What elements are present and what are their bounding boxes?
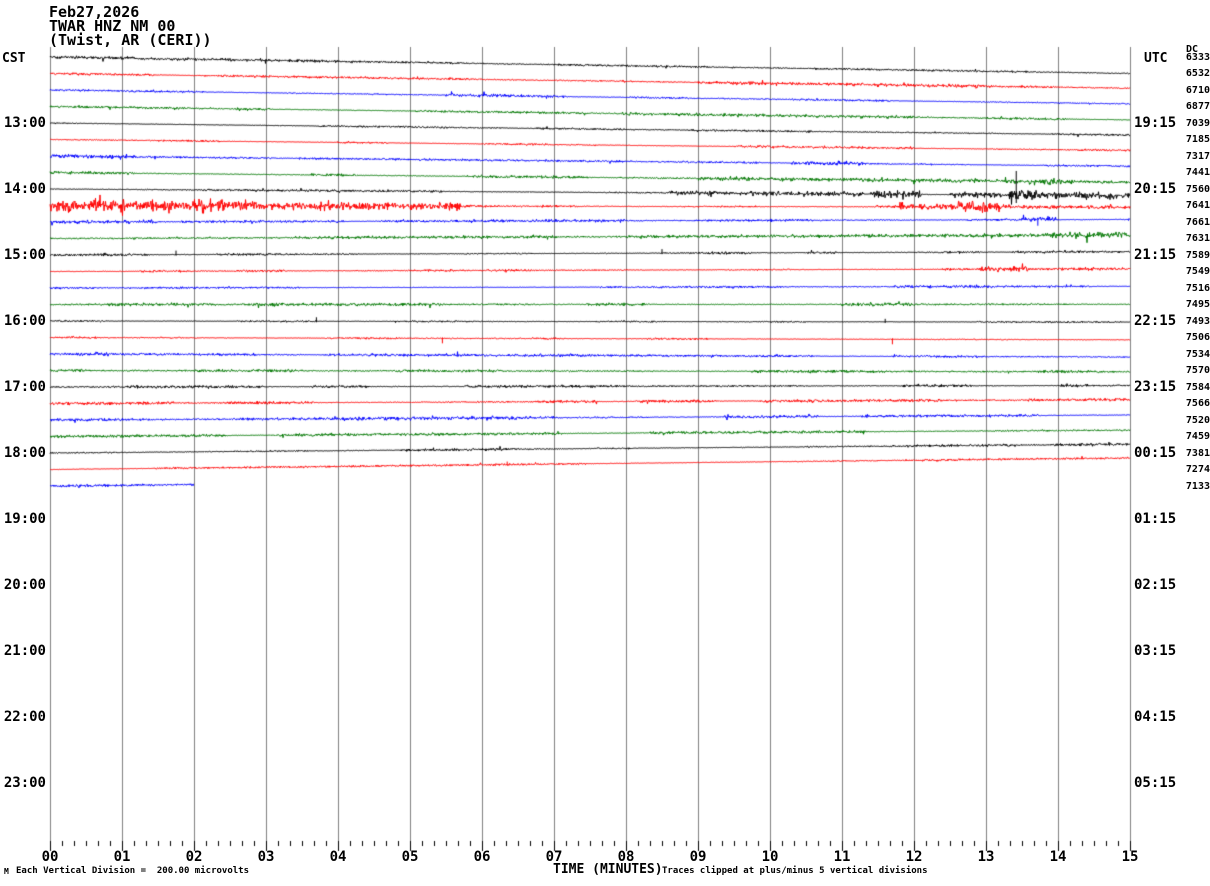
- dc-offset-value: 7381: [1185, 447, 1210, 459]
- dc-offset-value: 6532: [1185, 68, 1210, 79]
- minute-label: 12: [905, 849, 923, 865]
- minute-label: 15: [1121, 849, 1139, 865]
- utc-time-label: 02:15: [1134, 577, 1177, 593]
- dc-offset-value: 7506: [1185, 332, 1210, 343]
- cst-time-label: 14:00: [3, 181, 46, 197]
- minute-label: 01: [113, 849, 131, 865]
- dc-offset-value: 7317: [1185, 150, 1210, 162]
- station-code: TWAR HNZ NM 00: [49, 17, 176, 35]
- minute-label: 08: [617, 849, 635, 865]
- minute-label: 10: [761, 849, 779, 865]
- dc-offset-value: 7589: [1185, 249, 1210, 261]
- dc-offset-value: 6710: [1185, 84, 1210, 96]
- right-axis-label: UTC: [1144, 51, 1168, 66]
- dc-offset-value: 7274: [1185, 464, 1210, 475]
- utc-time-label: 21:15: [1134, 247, 1177, 263]
- minute-label: 14: [1049, 849, 1067, 865]
- utc-time-label: 03:15: [1134, 643, 1177, 659]
- cst-time-label: 18:00: [3, 445, 46, 461]
- dc-offset-value: 7520: [1185, 414, 1210, 426]
- utc-time-label: 04:15: [1134, 709, 1177, 725]
- corner-mark: M: [4, 867, 9, 876]
- dc-offset-value: 6877: [1185, 101, 1210, 112]
- minute-label: 00: [41, 849, 59, 865]
- minute-label: 07: [545, 849, 563, 865]
- dc-offset-value: 7641: [1185, 200, 1210, 211]
- minute-label: 13: [977, 849, 995, 865]
- minute-label: 09: [689, 849, 707, 865]
- dc-offset-value: 7534: [1185, 348, 1210, 360]
- plot-title-block: Feb27,2026 TWAR HNZ NM 00 (Twist, AR (CE…: [49, 3, 212, 49]
- dc-offset-value: 7549: [1185, 266, 1210, 277]
- utc-time-label: 05:15: [1134, 775, 1177, 791]
- utc-time-label: 00:15: [1134, 445, 1177, 461]
- cst-time-label: 15:00: [3, 247, 46, 263]
- cst-time-label: 19:00: [3, 511, 46, 527]
- cst-time-label: 21:00: [3, 643, 46, 659]
- dc-offset-value: 7661: [1185, 216, 1210, 228]
- dc-column-header: DC: [1186, 44, 1199, 55]
- station-location: (Twist, AR (CERI)): [49, 31, 212, 49]
- dc-offset-value: 7560: [1185, 183, 1210, 195]
- cst-time-label: 22:00: [3, 709, 46, 725]
- vertical-division-note: Each Vertical Division = 200.00 microvol…: [16, 866, 249, 876]
- dc-offset-value: 7441: [1185, 167, 1210, 178]
- utc-time-label: 01:15: [1134, 511, 1177, 527]
- dc-offset-value: 7584: [1185, 381, 1210, 393]
- dc-offset-value: 7631: [1185, 233, 1210, 244]
- minute-label: 04: [329, 849, 347, 865]
- minute-label: 03: [257, 849, 275, 865]
- utc-time-label: 20:15: [1134, 181, 1177, 197]
- dc-offset-value: 7566: [1185, 398, 1210, 409]
- minute-label: 02: [185, 849, 203, 865]
- utc-time-label: 22:15: [1134, 313, 1177, 329]
- dc-offset-value: 7493: [1185, 315, 1210, 327]
- utc-time-label: 23:15: [1134, 379, 1177, 395]
- cst-time-label: 13:00: [3, 115, 46, 131]
- x-axis-title: TIME (MINUTES): [553, 862, 663, 877]
- dc-offset-value: 7570: [1185, 365, 1210, 376]
- minute-label: 06: [473, 849, 491, 865]
- cst-time-label: 23:00: [3, 775, 46, 791]
- dc-offset-value: 7459: [1185, 431, 1210, 442]
- dc-offset-value: 7185: [1185, 134, 1210, 145]
- dc-offset-value: 7495: [1185, 299, 1210, 310]
- dc-offset-value: 7039: [1185, 117, 1210, 129]
- cst-time-label: 16:00: [3, 313, 46, 329]
- cst-time-label: 20:00: [3, 577, 46, 593]
- plot-date: Feb27,2026: [49, 3, 140, 21]
- dc-offset-value: 7133: [1185, 480, 1210, 492]
- clipping-note: Traces clipped at plus/minus 5 vertical …: [662, 866, 928, 876]
- minute-label: 05: [401, 849, 419, 865]
- cst-time-label: 17:00: [3, 379, 46, 395]
- left-axis-label: CST: [2, 51, 26, 66]
- dc-offset-value: 6333: [1185, 51, 1210, 63]
- minute-label: 11: [833, 849, 851, 865]
- utc-time-label: 19:15: [1134, 115, 1177, 131]
- dc-offset-value: 7516: [1185, 282, 1210, 294]
